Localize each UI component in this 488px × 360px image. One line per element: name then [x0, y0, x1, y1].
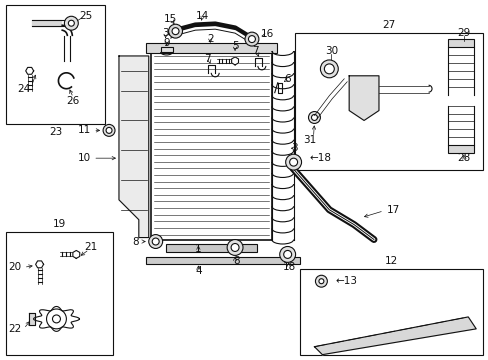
Circle shape [172, 28, 179, 35]
Circle shape [311, 114, 317, 121]
Bar [145, 257, 299, 264]
Circle shape [324, 64, 334, 74]
Text: ←18: ←18 [309, 153, 331, 163]
Text: 23: 23 [49, 127, 62, 138]
Polygon shape [29, 313, 35, 325]
Bar [150, 51, 271, 239]
Polygon shape [231, 57, 238, 65]
Text: 9: 9 [163, 38, 169, 48]
Bar [447, 145, 473, 153]
Circle shape [64, 16, 78, 30]
Text: 29: 29 [457, 28, 470, 38]
Text: 18: 18 [283, 262, 296, 272]
Polygon shape [119, 56, 148, 238]
Text: 3: 3 [291, 143, 297, 153]
Text: 7: 7 [203, 54, 210, 64]
Bar [294, 33, 482, 170]
Text: 16: 16 [261, 29, 274, 39]
Text: 15: 15 [163, 14, 177, 24]
Text: 11: 11 [78, 125, 91, 135]
Text: 2: 2 [206, 34, 213, 44]
Text: 30: 30 [324, 46, 337, 56]
Circle shape [106, 127, 112, 133]
Text: 4: 4 [195, 266, 201, 276]
Circle shape [285, 154, 301, 170]
Polygon shape [314, 317, 475, 355]
Bar [165, 244, 256, 252]
Text: ←13: ←13 [335, 276, 357, 286]
Text: 6: 6 [284, 74, 290, 84]
Text: 27: 27 [382, 20, 395, 30]
Polygon shape [73, 251, 80, 258]
Bar [6, 231, 113, 355]
Circle shape [279, 247, 295, 262]
Text: 7: 7 [252, 46, 259, 56]
Circle shape [318, 279, 323, 284]
Text: 26: 26 [66, 96, 80, 105]
Circle shape [315, 275, 326, 287]
Circle shape [231, 243, 239, 251]
Text: 12: 12 [384, 256, 397, 266]
Bar [161, 47, 172, 52]
Circle shape [289, 158, 297, 166]
Text: 31: 31 [302, 135, 315, 145]
Circle shape [68, 20, 74, 26]
Text: 10: 10 [78, 153, 91, 163]
Circle shape [244, 32, 258, 46]
Circle shape [320, 60, 338, 78]
Circle shape [283, 251, 291, 258]
Text: 5: 5 [231, 41, 238, 51]
Polygon shape [26, 67, 34, 74]
Circle shape [152, 238, 159, 245]
Circle shape [308, 112, 320, 123]
Bar [6, 5, 105, 125]
Circle shape [168, 24, 182, 38]
Text: 1: 1 [195, 244, 201, 255]
Text: 28: 28 [457, 153, 470, 163]
Circle shape [103, 125, 115, 136]
Circle shape [248, 36, 255, 42]
Bar [145, 43, 276, 53]
Text: 20: 20 [9, 262, 21, 272]
Text: 14: 14 [195, 11, 208, 21]
Circle shape [226, 239, 243, 255]
Text: 24: 24 [17, 84, 30, 94]
Text: 8: 8 [232, 256, 239, 266]
Text: 8: 8 [132, 237, 139, 247]
Bar [299, 269, 482, 355]
Polygon shape [36, 261, 43, 268]
Text: 3: 3 [162, 28, 168, 38]
Polygon shape [348, 76, 378, 121]
Text: 17: 17 [386, 205, 399, 215]
Bar [447, 39, 473, 47]
Text: 19: 19 [53, 219, 66, 229]
Polygon shape [32, 20, 61, 26]
Text: 22: 22 [8, 324, 21, 334]
Text: 25: 25 [80, 11, 93, 21]
Circle shape [148, 235, 163, 248]
Text: 21: 21 [84, 243, 98, 252]
